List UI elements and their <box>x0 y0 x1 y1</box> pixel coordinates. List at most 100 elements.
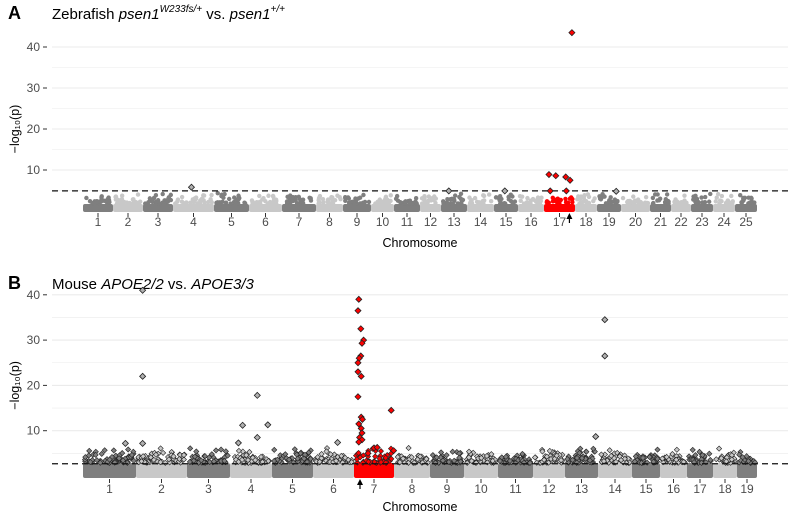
snp-point <box>100 198 106 203</box>
x-tick-label: 12 <box>542 482 556 496</box>
snp-point <box>411 459 418 466</box>
snp-point <box>86 447 93 454</box>
significant-snp-point <box>568 29 576 37</box>
snp-point <box>405 444 412 452</box>
snp-point <box>706 199 712 204</box>
genotype-superscript: W233fs/+ <box>160 4 203 15</box>
x-tick-label: 6 <box>330 482 337 496</box>
chromosome-19-points <box>597 204 621 212</box>
x-tick-label: 16 <box>667 482 681 496</box>
snp-point <box>131 200 136 206</box>
snp-point <box>147 196 153 201</box>
significant-snp-point <box>253 433 261 442</box>
snp-point <box>266 193 271 198</box>
significant-snp-point <box>357 372 365 380</box>
snp-point <box>350 199 356 205</box>
snp-point <box>372 453 379 460</box>
snp-point <box>93 457 100 464</box>
x-tick-label: 14 <box>474 215 488 229</box>
snp-point <box>478 454 485 461</box>
snp-point <box>106 456 113 463</box>
snp-point <box>284 200 290 206</box>
snp-point <box>729 193 734 199</box>
x-tick-label: 17 <box>693 482 707 496</box>
y-tick-label: 20 <box>27 378 41 392</box>
snp-point <box>255 201 260 206</box>
snp-point <box>394 453 401 461</box>
snp-point <box>87 198 93 204</box>
snp-point <box>235 458 242 465</box>
snp-point <box>482 198 487 203</box>
chromosome-8-points <box>316 204 343 212</box>
panel-title: Zebrafish psen1W233fs/+ vs. psen1+/+ <box>52 4 285 23</box>
x-tick-label: 11 <box>401 215 414 229</box>
snp-point <box>327 451 334 458</box>
significant-snp-point <box>354 359 362 367</box>
x-tick-label: 2 <box>125 215 132 229</box>
snp-point <box>127 200 132 206</box>
snp-point <box>246 448 253 456</box>
x-tick-label: 16 <box>524 215 538 229</box>
snp-point <box>271 446 278 453</box>
significant-snp-point <box>355 438 363 446</box>
gene-name: APOE3/3 <box>190 276 254 293</box>
snp-point <box>151 196 156 201</box>
snp-point <box>741 196 746 202</box>
snp-point <box>92 451 99 458</box>
snp-point <box>583 198 589 204</box>
snp-point <box>728 456 735 463</box>
snp-point <box>673 446 680 453</box>
snp-point <box>325 198 331 203</box>
snp-point <box>743 453 750 460</box>
snp-point <box>150 199 155 205</box>
snp-point <box>553 452 560 459</box>
x-tick-label: 3 <box>155 215 162 229</box>
chromosome-18-points <box>575 204 597 212</box>
significant-snp-point <box>187 183 196 191</box>
snp-point <box>525 195 530 201</box>
significant-snp-point <box>601 352 609 360</box>
snp-point <box>130 197 136 202</box>
snp-point <box>510 200 515 206</box>
y-tick-label: 30 <box>27 81 41 95</box>
significant-snp-point <box>139 286 147 294</box>
snp-point <box>531 454 539 461</box>
snp-point <box>575 197 580 202</box>
x-tick-label: 5 <box>289 482 296 496</box>
chromosome-16-points <box>660 463 687 478</box>
snp-point <box>330 195 335 200</box>
chromosome-17-points <box>544 204 575 212</box>
snp-point <box>202 200 207 205</box>
snp-point <box>498 200 503 205</box>
snp-point <box>143 201 148 206</box>
snp-point <box>119 450 126 457</box>
snp-point <box>727 201 733 206</box>
snp-point <box>707 456 714 463</box>
snp-point <box>222 191 227 197</box>
snp-point <box>97 459 104 466</box>
significant-snp-point <box>552 172 560 180</box>
x-tick-label: 5 <box>228 215 235 229</box>
snp-point <box>294 201 300 206</box>
snp-point <box>476 201 481 206</box>
chromosome-25-points <box>735 204 757 212</box>
chromosome-16-points <box>518 204 544 212</box>
snp-point <box>385 197 390 202</box>
snp-point <box>403 199 408 204</box>
significant-snp-point <box>545 170 553 179</box>
x-tick-label: 7 <box>371 482 378 496</box>
snp-point <box>388 198 393 204</box>
significant-snp-point <box>546 187 554 195</box>
chromosome-3-points <box>143 204 173 212</box>
chromosome-6-points <box>249 204 282 212</box>
snp-point <box>152 451 159 458</box>
snp-point <box>703 194 708 200</box>
x-tick-label: 25 <box>739 215 753 229</box>
snp-point <box>597 196 603 201</box>
snp-point <box>659 455 666 462</box>
snp-point <box>353 196 358 201</box>
panel-label: A <box>8 3 21 23</box>
snp-point <box>419 201 425 206</box>
snp-point <box>696 448 703 455</box>
